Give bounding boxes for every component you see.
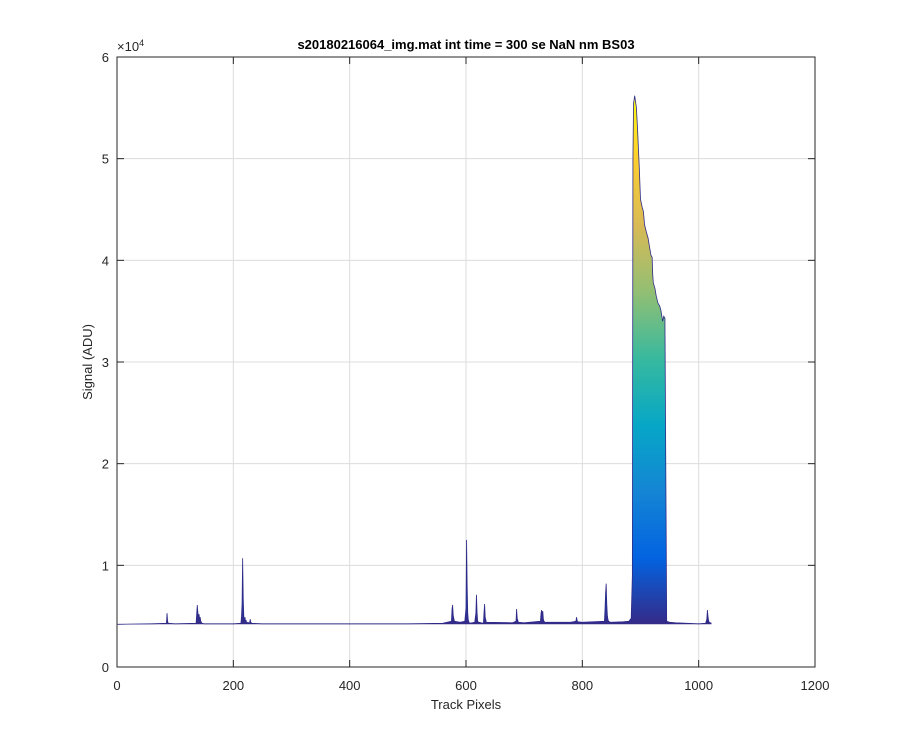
y-tick-label: 6 bbox=[102, 50, 109, 65]
y-tick-label: 4 bbox=[102, 253, 109, 268]
y-tick-labels: 0 1 2 3 4 5 6 bbox=[102, 50, 109, 675]
area-edge bbox=[117, 95, 712, 625]
x-tick-label: 600 bbox=[455, 678, 477, 693]
x-tick-label: 800 bbox=[571, 678, 593, 693]
y-exponent-label: ×104 bbox=[117, 38, 144, 54]
tick-marks bbox=[116, 56, 816, 668]
x-tick-label: 400 bbox=[339, 678, 361, 693]
y-tick-label: 2 bbox=[102, 457, 109, 472]
y-tick-label: 3 bbox=[102, 355, 109, 370]
y-exponent-power: 4 bbox=[139, 38, 144, 48]
x-tick-labels: 0 200 400 600 800 1000 1200 bbox=[113, 678, 829, 693]
x-tick-label: 1200 bbox=[801, 678, 830, 693]
y-tick-label: 1 bbox=[102, 558, 109, 573]
y-tick-label: 0 bbox=[102, 660, 109, 675]
y-exponent-base: ×10 bbox=[117, 39, 139, 54]
y-axis-label: Signal (ADU) bbox=[80, 324, 95, 400]
x-tick-label: 1000 bbox=[684, 678, 713, 693]
x-tick-label: 200 bbox=[222, 678, 244, 693]
chart-title: s20180216064_img.mat int time = 300 se N… bbox=[297, 37, 634, 52]
y-tick-label: 5 bbox=[102, 152, 109, 167]
x-tick-label: 0 bbox=[113, 678, 120, 693]
x-axis-label: Track Pixels bbox=[431, 697, 502, 712]
